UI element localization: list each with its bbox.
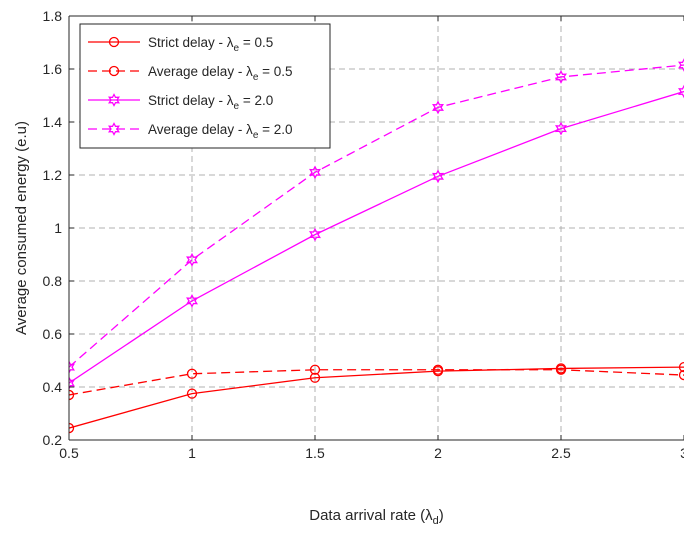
x-tick-label: 1.5	[305, 445, 325, 461]
x-tick-label: 2	[434, 445, 442, 461]
y-tick-label: 1.2	[43, 167, 63, 183]
y-tick-label: 0.4	[43, 379, 63, 395]
x-tick-label: 0.5	[59, 445, 79, 461]
x-axis-label: Data arrival rate (λd)	[309, 507, 444, 527]
y-tick-label: 0.8	[43, 273, 63, 289]
x-tick-label: 2.5	[551, 445, 571, 461]
y-tick-label: 1.4	[43, 114, 63, 130]
x-tick-label: 1	[188, 445, 196, 461]
y-tick-label: 1.8	[43, 8, 63, 24]
y-tick-label: 1	[54, 220, 62, 236]
y-tick-label: 0.2	[43, 432, 63, 448]
y-tick-label: 0.6	[43, 326, 63, 342]
y-axis-label: Average consumed energy (e.u)	[13, 121, 30, 335]
x-tick-label: 3	[680, 445, 684, 461]
y-tick-label: 1.6	[43, 61, 63, 77]
